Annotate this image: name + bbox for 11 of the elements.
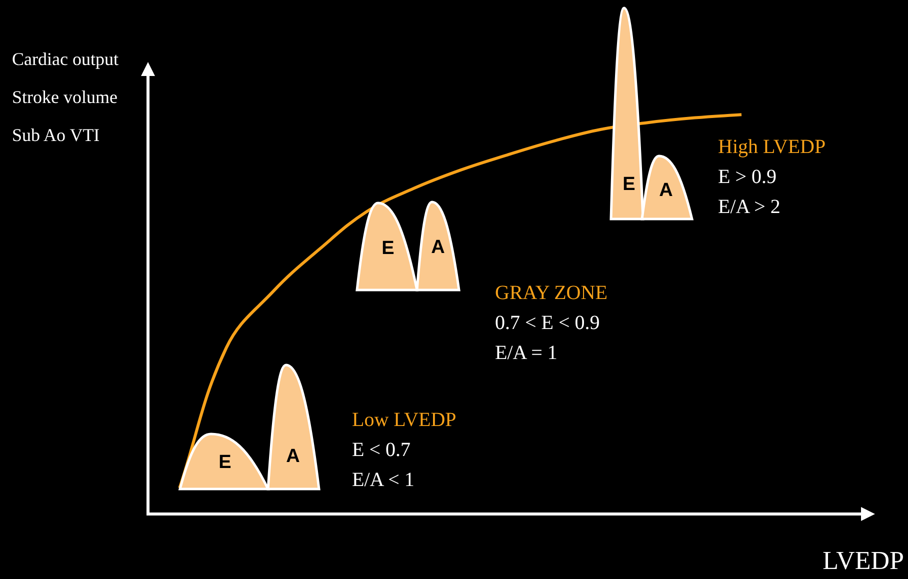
annotation: E: [382, 238, 394, 260]
annotation: Low LVEDP E < 0.7 E/A < 1: [352, 408, 456, 493]
annotation: E: [622, 174, 636, 196]
annotation: A: [286, 446, 300, 468]
y-axis-title: Cardiac output Stroke volume Sub Ao VTI: [12, 48, 118, 147]
annotation: High LVEDP E > 0.9 E/A > 2: [718, 135, 826, 220]
annotation: A: [431, 237, 446, 258]
annotation: E: [218, 452, 232, 474]
annotation: GRAY ZONE 0.7 < E < 0.9 E/A = 1: [495, 281, 608, 366]
x-axis-title: LVEDP: [822, 546, 904, 576]
annotation: A: [659, 180, 674, 202]
